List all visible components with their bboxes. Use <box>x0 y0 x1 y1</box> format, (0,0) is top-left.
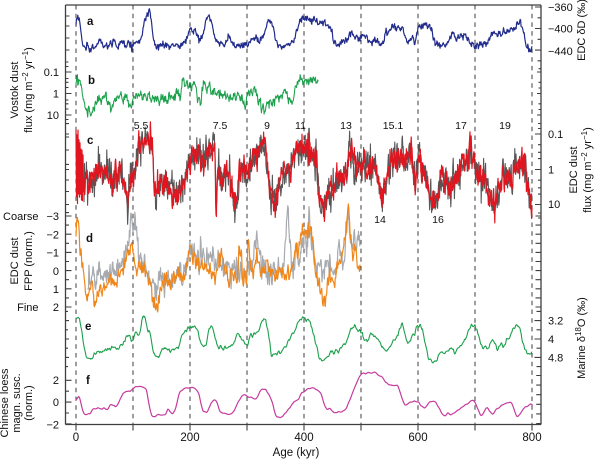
svg-text:−400: −400 <box>548 23 573 35</box>
svg-text:flux (mg m−2 yr−1): flux (mg m−2 yr−1) <box>21 47 36 133</box>
svg-text:0.1: 0.1 <box>548 129 563 141</box>
svg-text:17: 17 <box>455 120 467 132</box>
svg-text:3.2: 3.2 <box>548 315 563 327</box>
svg-text:FPP (norm.): FPP (norm.) <box>23 231 35 291</box>
svg-text:15.1: 15.1 <box>383 120 404 132</box>
svg-text:Fine: Fine <box>17 302 38 314</box>
svg-text:−2: −2 <box>46 230 59 242</box>
svg-text:Chinese loess: Chinese loess <box>0 368 11 438</box>
svg-text:0: 0 <box>53 266 59 278</box>
svg-text:13: 13 <box>340 120 352 132</box>
svg-text:800: 800 <box>522 432 541 444</box>
svg-text:0: 0 <box>53 397 59 409</box>
svg-text:−2: −2 <box>46 419 59 431</box>
svg-text:EDC dust: EDC dust <box>9 237 21 284</box>
svg-text:1: 1 <box>53 284 59 296</box>
svg-text:Coarse: Coarse <box>3 211 38 223</box>
svg-text:400: 400 <box>294 432 313 444</box>
svg-text:1: 1 <box>548 165 554 177</box>
svg-text:Marine δ18O (‰): Marine δ18O (‰) <box>574 297 589 379</box>
svg-text:0.1: 0.1 <box>44 67 59 79</box>
svg-text:19: 19 <box>499 120 511 132</box>
svg-text:600: 600 <box>408 432 427 444</box>
svg-text:−440: −440 <box>548 46 573 58</box>
svg-text:14: 14 <box>374 214 386 226</box>
svg-text:−360: −360 <box>548 2 573 14</box>
svg-text:10: 10 <box>548 199 560 211</box>
svg-text:e: e <box>85 321 91 333</box>
svg-text:(norm.): (norm.) <box>23 385 35 420</box>
svg-text:flux (mg m−2 yr−1): flux (mg m−2 yr−1) <box>580 127 595 213</box>
svg-text:f: f <box>86 375 90 387</box>
svg-text:−3: −3 <box>46 211 59 223</box>
svg-text:Vostok dust: Vostok dust <box>9 62 21 119</box>
svg-text:EDC dust: EDC dust <box>568 146 580 193</box>
svg-text:Age (kyr): Age (kyr) <box>273 447 320 459</box>
svg-text:magn. susc.: magn. susc. <box>11 373 23 432</box>
svg-text:4.8: 4.8 <box>548 352 563 364</box>
svg-text:d: d <box>86 233 93 245</box>
svg-text:EDC δD (‰): EDC δD (‰) <box>576 0 588 61</box>
svg-text:10: 10 <box>47 110 59 122</box>
svg-text:2: 2 <box>53 302 59 314</box>
svg-text:5.5: 5.5 <box>134 120 149 132</box>
svg-text:16: 16 <box>432 214 444 226</box>
svg-text:7.5: 7.5 <box>213 120 228 132</box>
svg-text:a: a <box>87 16 94 28</box>
svg-text:9: 9 <box>264 120 270 132</box>
svg-text:2: 2 <box>53 375 59 387</box>
svg-text:c: c <box>87 135 94 147</box>
svg-text:b: b <box>88 75 95 87</box>
svg-text:0: 0 <box>73 432 79 444</box>
svg-text:4: 4 <box>548 334 554 346</box>
svg-text:−1: −1 <box>46 248 59 260</box>
svg-text:11: 11 <box>295 120 306 132</box>
svg-text:1: 1 <box>53 88 59 100</box>
svg-text:200: 200 <box>180 432 199 444</box>
